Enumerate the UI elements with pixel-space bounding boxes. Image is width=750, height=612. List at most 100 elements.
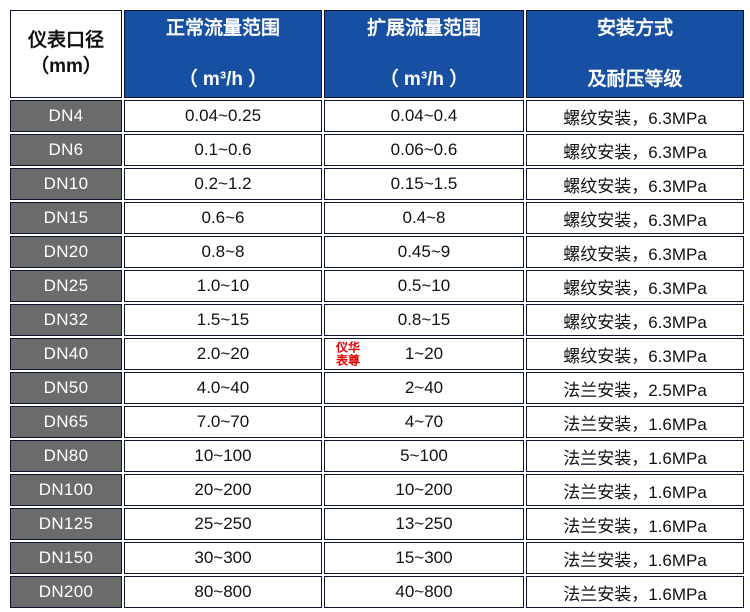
cell-extend-text: 10~200: [395, 480, 453, 499]
cell-extend-text: 0.8~15: [397, 310, 451, 329]
cell-size: DN80: [10, 440, 122, 472]
watermark: 仪华 表尊: [329, 340, 367, 368]
cell-normal: 30~300: [124, 542, 322, 574]
cell-extend-text: 0.15~1.5: [390, 174, 458, 193]
column-header-normal-line2: （ m³/h ）: [178, 68, 268, 90]
cell-install: 螺纹安装，6.3MPa: [526, 168, 744, 200]
cell-extend-text: 1~20: [404, 344, 444, 363]
cell-extend: 0.04~0.4: [324, 100, 524, 132]
cell-normal-text: 0.2~1.2: [194, 174, 252, 193]
cell-normal: 80~800: [124, 576, 322, 608]
cell-size: DN20: [10, 236, 122, 268]
cell-install-text: 螺纹安装，6.3MPa: [563, 346, 707, 366]
table-row: DN15 0.6~6 0.4~8 螺纹安装，6.3MPa: [10, 202, 744, 234]
cell-normal-text: 0.8~8: [201, 242, 245, 261]
cell-install: 螺纹安装，6.3MPa: [526, 304, 744, 336]
cell-size-text: DN40: [43, 344, 89, 363]
cell-size-text: DN10: [43, 174, 89, 193]
watermark-line1: 仪华: [335, 340, 360, 355]
cell-normal: 0.6~6: [124, 202, 322, 234]
cell-install: 法兰安装，1.6MPa: [526, 508, 744, 540]
column-header-extend-line1: 扩展流量范围: [366, 17, 481, 39]
cell-size-text: DN200: [38, 582, 94, 601]
table-row: DN125 25~250 13~250 法兰安装，1.6MPa: [10, 508, 744, 540]
cell-size-text: DN6: [48, 140, 84, 159]
cell-install-text: 螺纹安装，6.3MPa: [563, 108, 707, 128]
cell-install-text: 螺纹安装，6.3MPa: [563, 278, 707, 298]
cell-normal: 1.0~10: [124, 270, 322, 302]
cell-size: DN10: [10, 168, 122, 200]
cell-install: 螺纹安装，6.3MPa: [526, 270, 744, 302]
cell-install-text: 螺纹安装，6.3MPa: [563, 210, 707, 230]
column-header-install-line1: 安装方式: [596, 17, 673, 39]
cell-size-text: DN100: [38, 480, 94, 499]
cell-normal: 0.2~1.2: [124, 168, 322, 200]
cell-install-text: 螺纹安装，6.3MPa: [563, 176, 707, 196]
table-row: DN32 1.5~15 0.8~15 螺纹安装，6.3MPa: [10, 304, 744, 336]
column-header-size-line2: （mm）: [30, 56, 102, 77]
cell-size-text: DN65: [43, 412, 89, 431]
cell-extend-text: 5~100: [400, 446, 448, 465]
cell-extend: 0.8~15: [324, 304, 524, 336]
cell-size: DN200: [10, 576, 122, 608]
table-row: DN65 7.0~70 4~70 法兰安装，1.6MPa: [10, 406, 744, 438]
cell-normal: 25~250: [124, 508, 322, 540]
cell-install: 法兰安装，1.6MPa: [526, 576, 744, 608]
cell-size-text: DN4: [48, 106, 84, 125]
cell-install: 法兰安装，1.6MPa: [526, 542, 744, 574]
cell-extend-text: 40~800: [395, 582, 453, 601]
cell-extend: 5~100: [324, 440, 524, 472]
cell-install-text: 螺纹安装，6.3MPa: [563, 142, 707, 162]
cell-normal-text: 1.5~15: [196, 310, 250, 329]
cell-extend: 0.5~10: [324, 270, 524, 302]
column-header-size: 仪表口径 （mm）: [10, 10, 122, 98]
cell-install: 法兰安装，1.6MPa: [526, 474, 744, 506]
column-header-size-line1: 仪表口径: [27, 30, 104, 52]
cell-normal: 1.5~15: [124, 304, 322, 336]
cell-normal-text: 25~250: [194, 514, 252, 533]
column-header-install-line2: 及耐压等级: [587, 68, 683, 90]
cell-normal: 7.0~70: [124, 406, 322, 438]
cell-size: DN6: [10, 134, 122, 166]
cell-install: 法兰安装，1.6MPa: [526, 406, 744, 438]
cell-extend-text: 15~300: [395, 548, 453, 567]
cell-extend-text: 0.5~10: [397, 276, 451, 295]
column-header-normal-line1: 正常流量范围: [165, 17, 280, 39]
cell-normal-text: 0.1~0.6: [194, 140, 252, 159]
cell-extend-text: 4~70: [404, 412, 444, 431]
cell-size: DN125: [10, 508, 122, 540]
cell-normal: 10~100: [124, 440, 322, 472]
cell-size: DN65: [10, 406, 122, 438]
cell-install-text: 法兰安装，1.6MPa: [563, 448, 707, 468]
table-row: DN20 0.8~8 0.45~9 螺纹安装，6.3MPa: [10, 236, 744, 268]
table-row: DN40 2.0~20 1~20 仪华 表尊 螺纹安装，6.3MPa: [10, 338, 744, 370]
cell-extend: 40~800: [324, 576, 524, 608]
table-row: DN10 0.2~1.2 0.15~1.5 螺纹安装，6.3MPa: [10, 168, 744, 200]
cell-size: DN25: [10, 270, 122, 302]
cell-install: 螺纹安装，6.3MPa: [526, 236, 744, 268]
cell-extend: 10~200: [324, 474, 524, 506]
cell-size: DN50: [10, 372, 122, 404]
table-row: DN25 1.0~10 0.5~10 螺纹安装，6.3MPa: [10, 270, 744, 302]
cell-normal-text: 0.04~0.25: [184, 106, 262, 125]
cell-extend-text: 2~40: [404, 378, 444, 397]
cell-install-text: 法兰安装，1.6MPa: [563, 482, 707, 502]
cell-size: DN100: [10, 474, 122, 506]
table-row: DN4 0.04~0.25 0.04~0.4 螺纹安装，6.3MPa: [10, 100, 744, 132]
cell-normal-text: 80~800: [194, 582, 252, 601]
cell-normal-text: 0.6~6: [201, 208, 245, 227]
column-header-extend: 扩展流量范围 （ m³/h ）: [324, 10, 524, 98]
column-header-normal: 正常流量范围 （ m³/h ）: [124, 10, 322, 98]
cell-normal-text: 7.0~70: [196, 412, 250, 431]
cell-extend-text: 0.04~0.4: [390, 106, 458, 125]
table-header-row: 仪表口径 （mm） 正常流量范围 （ m³/h ） 扩展流量范围 （ m³/h ） 安装方式…: [10, 10, 744, 98]
cell-install: 法兰安装，2.5MPa: [526, 372, 744, 404]
cell-extend-text: 0.45~9: [397, 242, 451, 261]
column-header-install: 安装方式 及耐压等级: [526, 10, 744, 98]
cell-extend: 2~40: [324, 372, 524, 404]
cell-normal-text: 20~200: [194, 480, 252, 499]
column-header-extend-line2: （ m³/h ）: [379, 68, 469, 90]
cell-normal: 0.04~0.25: [124, 100, 322, 132]
cell-install-text: 螺纹安装，6.3MPa: [563, 312, 707, 332]
cell-install-text: 法兰安装，1.6MPa: [563, 516, 707, 536]
